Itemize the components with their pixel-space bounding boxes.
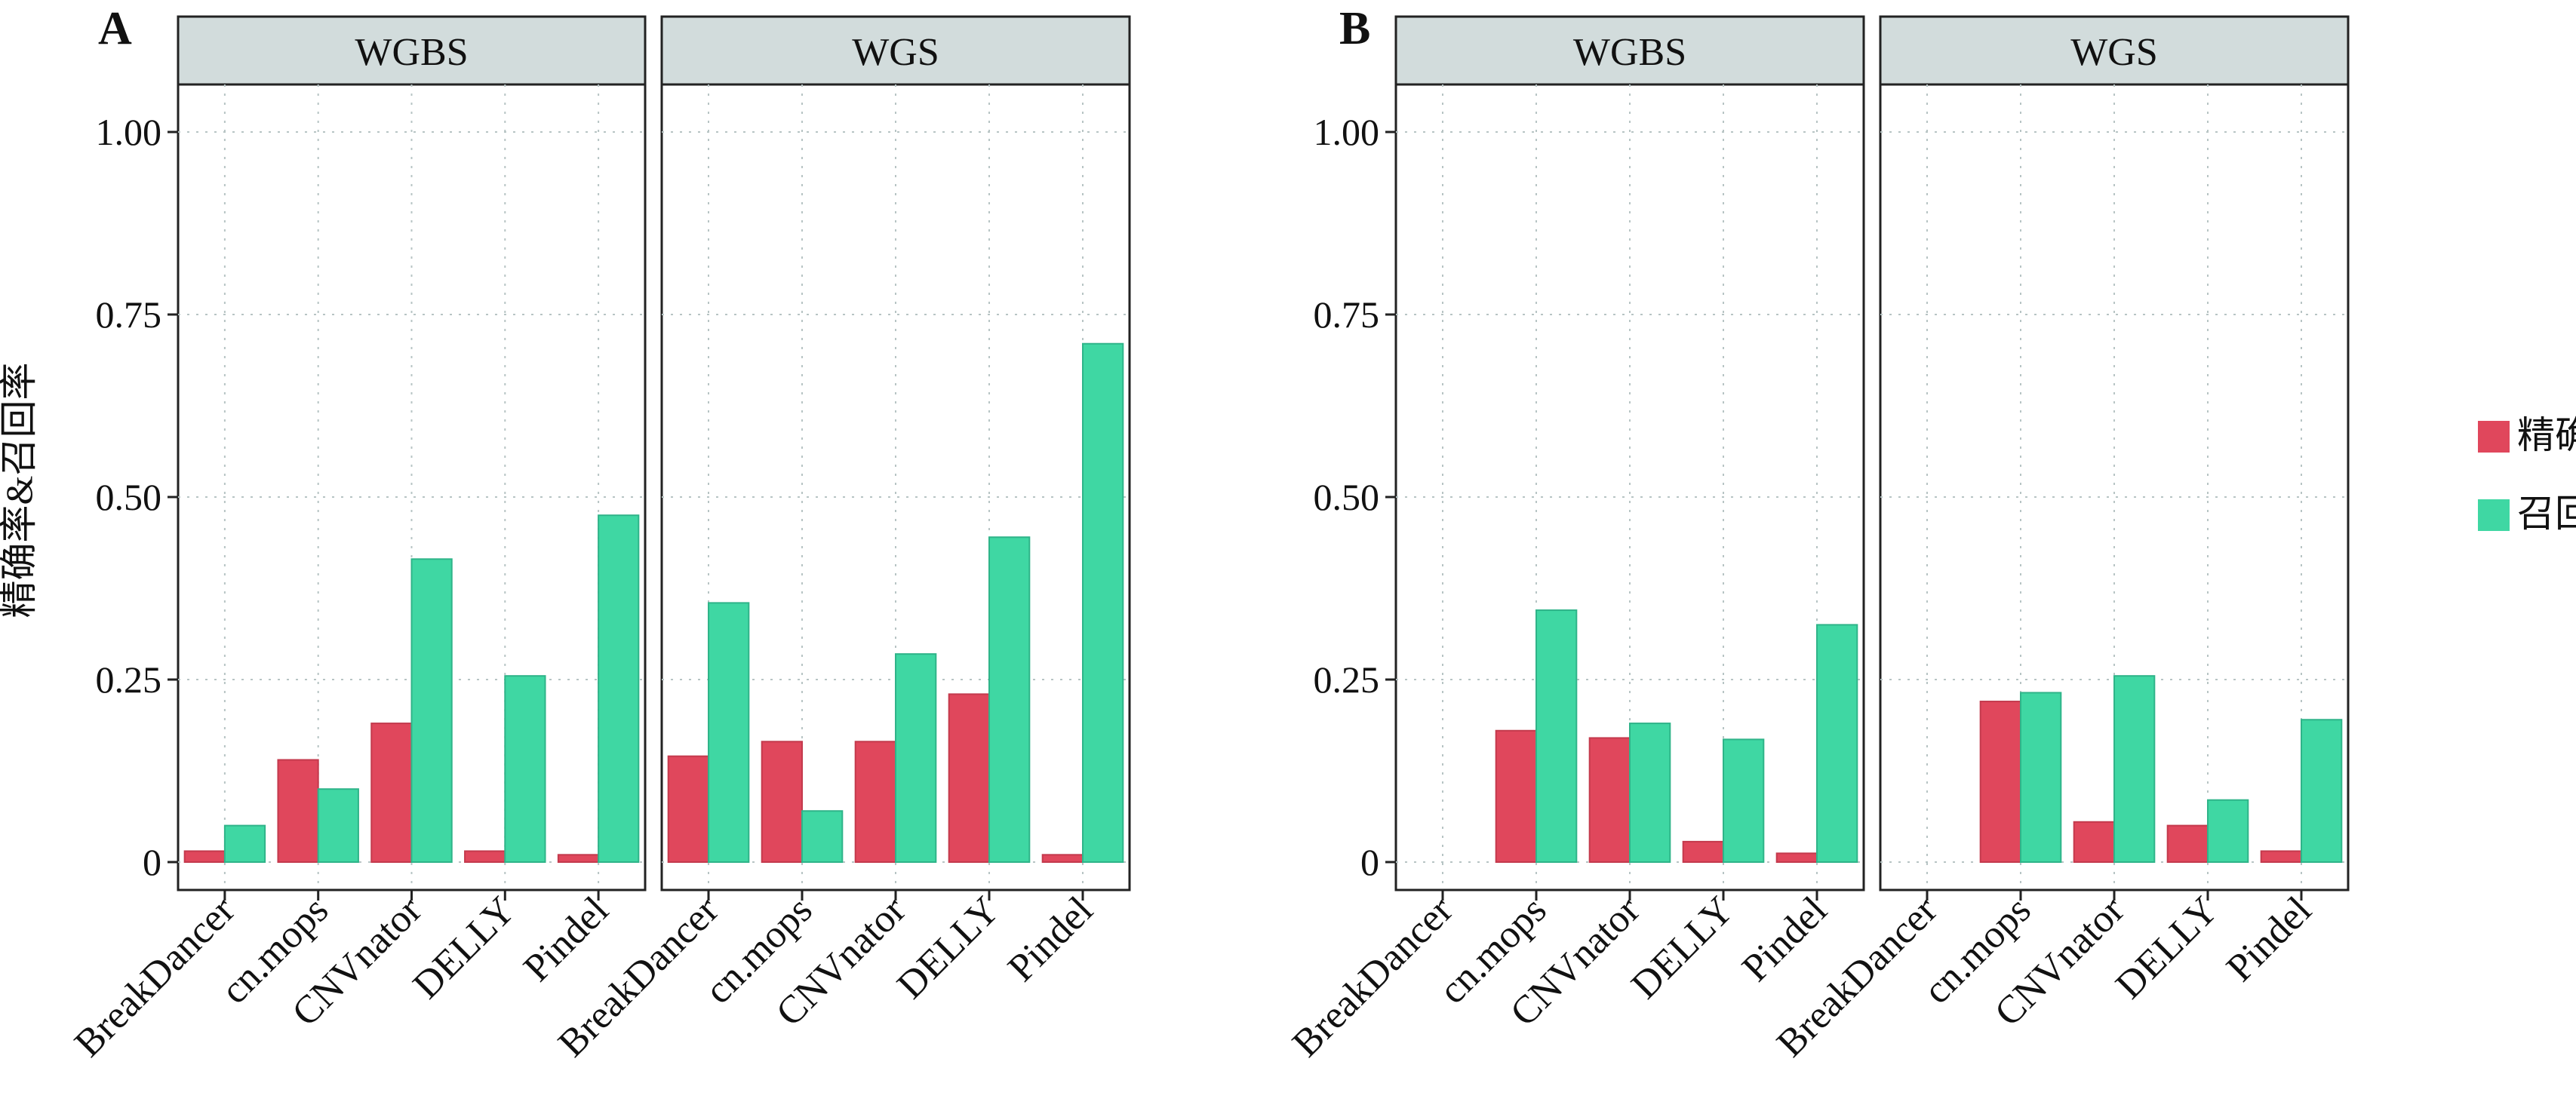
panel-letter: B	[1339, 3, 1370, 54]
facet-strip	[177, 15, 647, 86]
bar-recall-breakdancer	[223, 824, 266, 863]
bar-precision-cnmops	[761, 741, 803, 864]
bar-recall-pindel	[1816, 624, 1858, 864]
x-tick-label: Pindel	[2218, 888, 2319, 990]
y-tick-label: 1.00	[1314, 111, 1380, 153]
x-tick-label: DELLY	[889, 888, 1007, 1007]
y-tick-label: 0.50	[96, 476, 162, 518]
bar-precision-cnvnator	[370, 723, 413, 864]
facet-strip	[1879, 15, 2350, 86]
x-tick-label: BreakDancer	[1284, 888, 1461, 1065]
facet-wgbs: WGBSBreakDancercn.mopsCNVnatorDELLYPinde…	[1284, 15, 1865, 1065]
bar-precision-delly	[2166, 824, 2209, 863]
facet-strip	[1394, 15, 1865, 86]
y-tick-label: 0.25	[1314, 658, 1380, 701]
facet-title: WGS	[852, 31, 939, 74]
bar-precision-pindel	[557, 854, 600, 863]
bar-precision-cnvnator	[854, 741, 897, 864]
y-tick-label: 0.75	[96, 293, 162, 336]
x-tick-label: DELLY	[2107, 888, 2226, 1007]
bar-recall-cnmops	[2020, 692, 2062, 864]
bar-precision-cnmops	[277, 759, 319, 863]
bar-precision-pindel	[2260, 850, 2302, 863]
bar-recall-cnmops	[317, 788, 359, 863]
x-tick-label: Pindel	[1000, 888, 1101, 990]
bar-recall-pindel	[1082, 342, 1124, 864]
y-tick-label: 0	[143, 841, 161, 883]
y-axis: 0 0.25 0.50 0.75 1.00	[1314, 111, 1396, 883]
bar-precision-breakdancer	[183, 850, 226, 863]
bar-recall-delly	[988, 536, 1031, 863]
y-axis: 0 0.25 0.50 0.75 1.00	[96, 111, 178, 883]
bar-recall-breakdancer	[708, 602, 750, 863]
y-tick-label: 0.25	[96, 658, 162, 701]
panel-b: B00.250.500.751.00WGBSBreakDancercn.mops…	[1284, 3, 2350, 1065]
facet-title: WGBS	[1573, 31, 1686, 74]
bar-precision-pindel	[1775, 852, 1818, 864]
bar-recall-cnvnator	[410, 558, 453, 864]
bar-recall-cnmops	[1535, 609, 1578, 863]
y-axis-label: 精确率&召回率	[0, 363, 40, 618]
legend: 精确率 召回率	[2478, 414, 2576, 535]
bar-recall-cnvnator	[895, 653, 937, 863]
y-tick-label: 0.75	[1314, 293, 1380, 336]
bar-precision-cnvnator	[1588, 737, 1631, 863]
legend-label-precision: 精确率	[2517, 414, 2576, 456]
bar-precision-cnvnator	[2073, 821, 2115, 864]
facet-title: WGBS	[355, 31, 468, 74]
bar-precision-breakdancer	[667, 755, 709, 864]
bar-precision-cnmops	[1495, 729, 1538, 864]
bar-precision-cnmops	[1979, 701, 2021, 863]
panel-letter: A	[98, 3, 132, 54]
x-tick-label: DELLY	[405, 888, 524, 1007]
bar-recall-delly	[2207, 799, 2249, 863]
bar-precision-pindel	[1041, 854, 1084, 863]
bar-precision-delly	[1682, 840, 1724, 863]
y-tick-label: 0	[1360, 841, 1379, 883]
facet-wgbs: WGBSBreakDancercn.mopsCNVnatorDELLYPinde…	[66, 15, 647, 1065]
bar-recall-pindel	[598, 514, 640, 863]
bar-recall-cnvnator	[1629, 723, 1671, 864]
bar-recall-cnmops	[801, 810, 844, 863]
x-tick-label: DELLY	[1623, 888, 1741, 1007]
bar-precision-delly	[464, 850, 506, 863]
y-tick-label: 1.00	[96, 111, 162, 153]
panel-a: A00.250.500.751.00WGBSBreakDancercn.mops…	[66, 3, 1131, 1065]
y-tick-label: 0.50	[1314, 476, 1380, 518]
bar-recall-delly	[1723, 738, 1765, 863]
legend-swatch-precision	[2478, 421, 2510, 453]
x-tick-label: BreakDancer	[66, 888, 243, 1065]
bar-recall-cnvnator	[2113, 675, 2156, 863]
legend-label-recall: 召回率	[2517, 493, 2576, 535]
x-tick-label: Pindel	[1734, 888, 1835, 990]
bar-recall-pindel	[2301, 719, 2343, 863]
bar-recall-delly	[504, 675, 546, 863]
x-tick-label: Pindel	[515, 888, 616, 990]
legend-swatch-recall	[2478, 499, 2510, 531]
bar-precision-delly	[948, 693, 991, 863]
facet-title: WGS	[2070, 31, 2158, 74]
